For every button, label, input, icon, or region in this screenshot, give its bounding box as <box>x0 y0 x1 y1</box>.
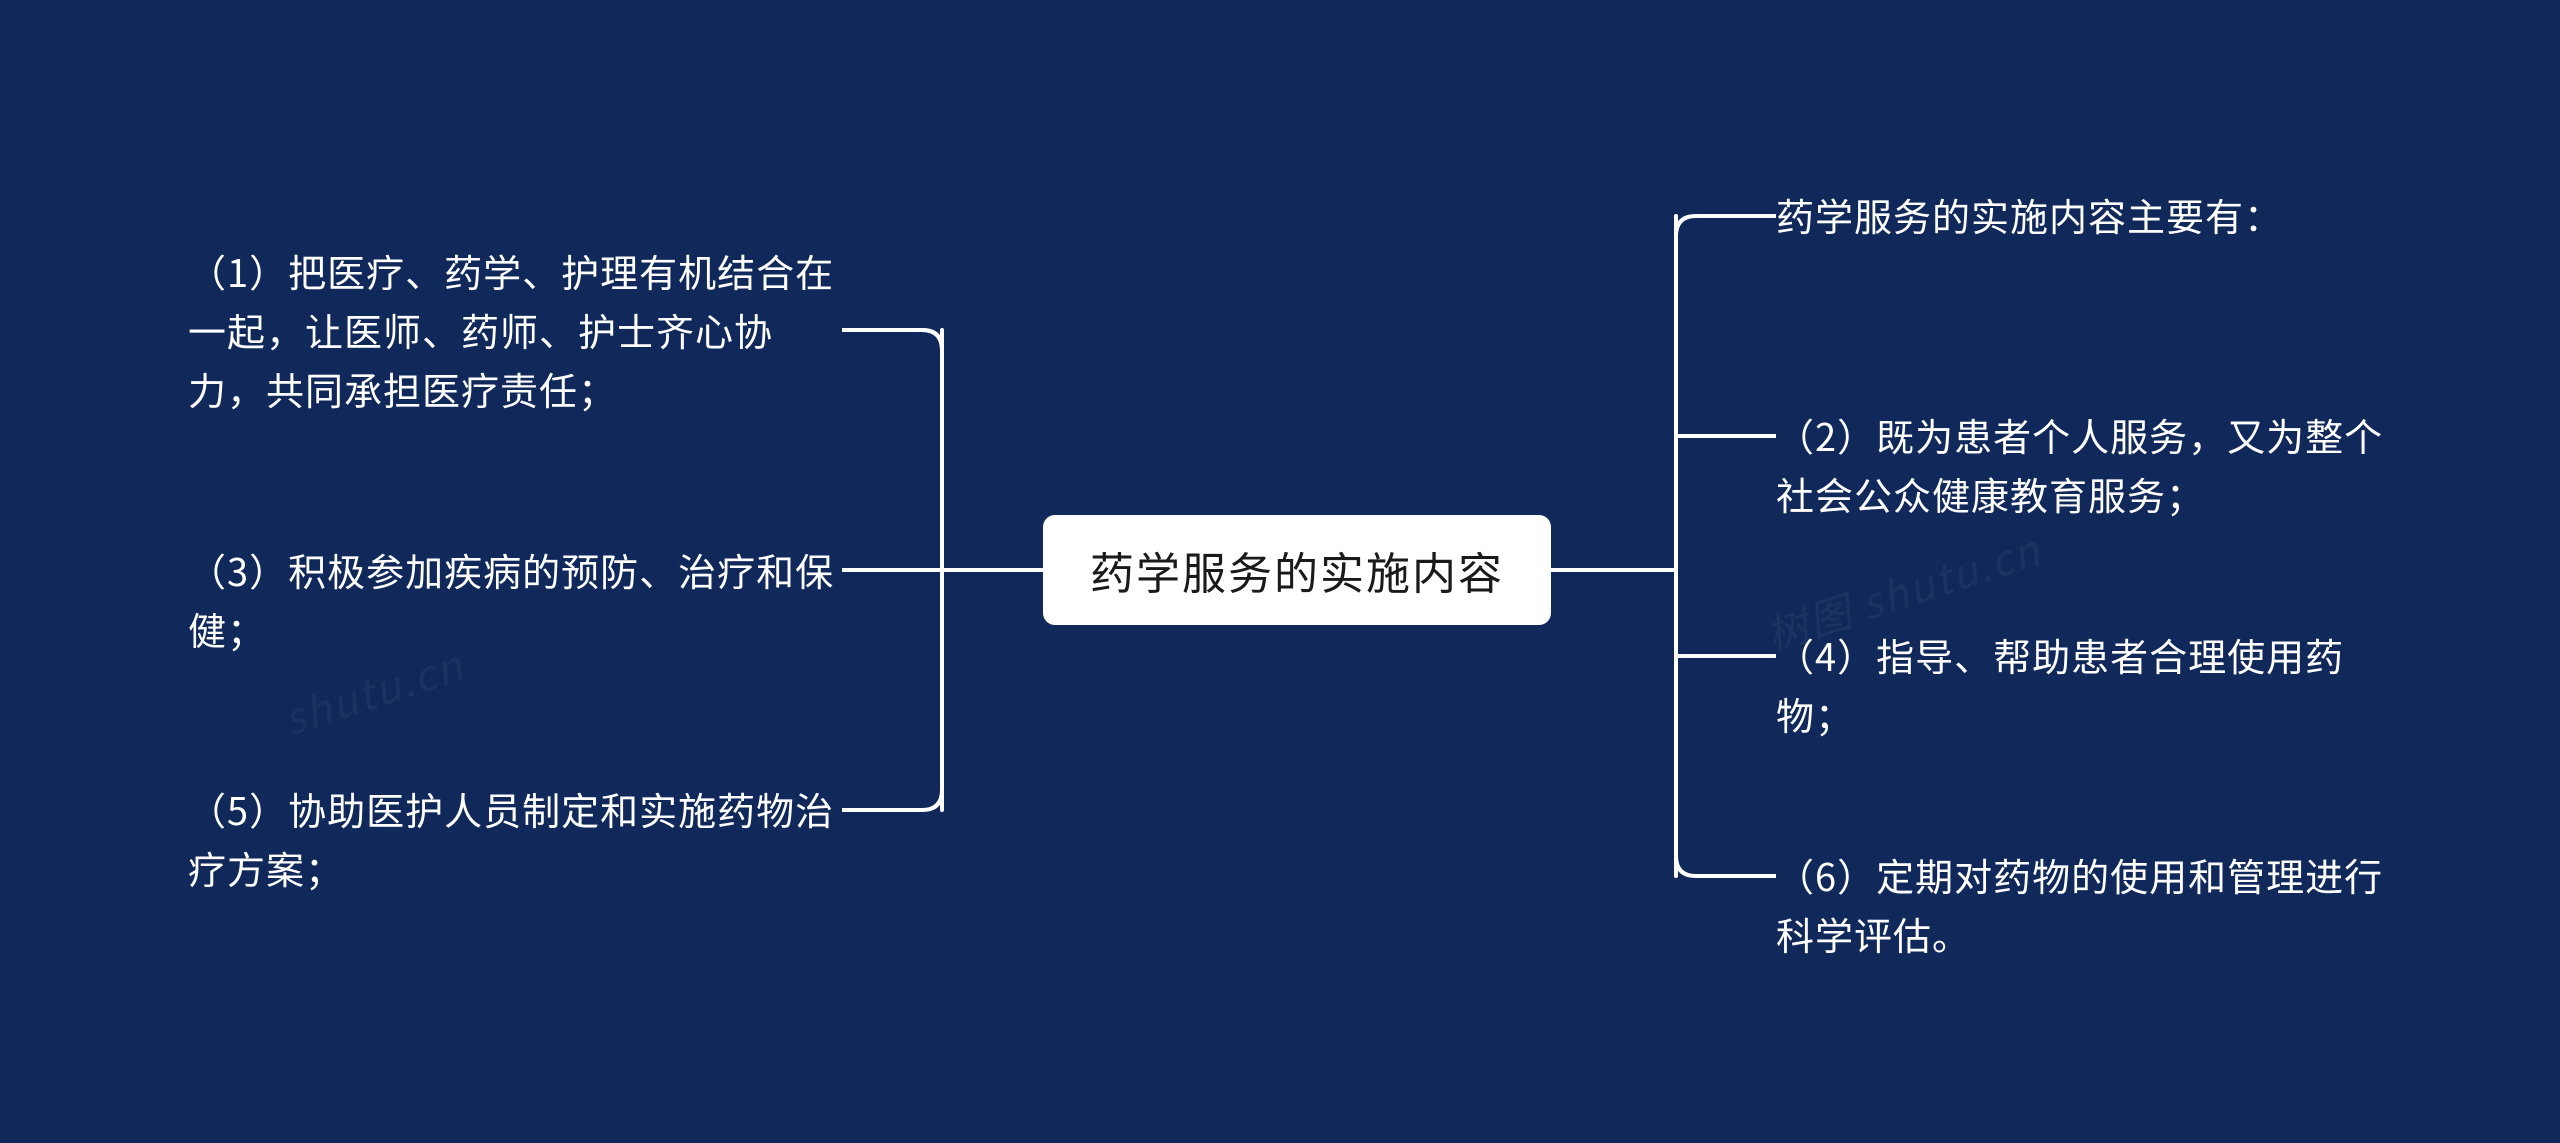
center-node: 药学服务的实施内容 <box>1043 515 1551 625</box>
right-branch-2: （2）既为患者个人服务，又为整个社会公众健康教育服务； <box>1776 406 2394 524</box>
mindmap-canvas: shutu.cn 树图 shutu.cn 药学服务的实施内容 （1 <box>0 0 2560 1143</box>
left-branch-1: （1）把医疗、药学、护理有机结合在一起，让医师、药师、护士齐心协力，共同承担医疗… <box>188 242 842 419</box>
right-branch-4: （4）指导、帮助患者合理使用药物； <box>1776 626 2394 744</box>
left-branch-5: （5）协助医护人员制定和实施药物治疗方案； <box>188 780 842 898</box>
center-label: 药学服务的实施内容 <box>1090 538 1504 602</box>
right-branch-intro: 药学服务的实施内容主要有： <box>1776 186 2394 245</box>
left-branch-3: （3）积极参加疾病的预防、治疗和保健； <box>188 541 842 659</box>
right-branch-6: （6）定期对药物的使用和管理进行科学评估。 <box>1776 846 2394 964</box>
